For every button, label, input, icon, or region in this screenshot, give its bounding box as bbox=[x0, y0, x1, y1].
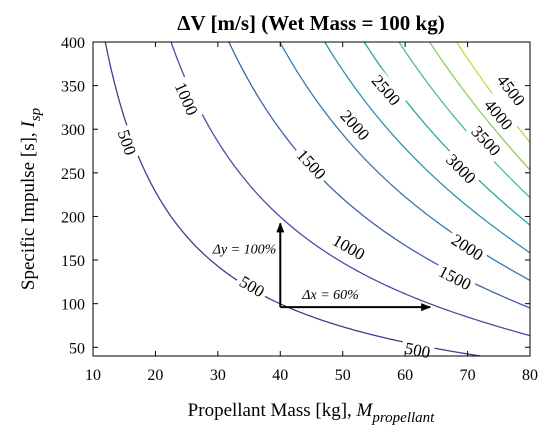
y-tick-label: 300 bbox=[61, 122, 85, 139]
contour-line-4000 bbox=[428, 42, 530, 171]
y-tick-label: 200 bbox=[61, 209, 85, 226]
contour-label-bg bbox=[290, 142, 333, 187]
y-tick-label: 50 bbox=[69, 340, 85, 357]
contour-line-2500 bbox=[323, 42, 530, 254]
contour-label-bg bbox=[233, 269, 272, 303]
contour-label-group: 500 bbox=[112, 123, 142, 161]
x-tick-label: 60 bbox=[397, 367, 413, 384]
x-axis-label: Propellant Mass [kg], Mpropellant bbox=[188, 400, 435, 426]
contour-line-500 bbox=[104, 42, 485, 356]
contour-label-bg bbox=[444, 227, 491, 267]
contour-line-4500 bbox=[455, 42, 530, 143]
x-tick-label: 10 bbox=[85, 367, 101, 384]
y-tick-label: 350 bbox=[61, 79, 85, 96]
contour-label-group: 1000 bbox=[326, 228, 372, 266]
y-tick-label: 400 bbox=[61, 35, 85, 52]
x-tick-label: 20 bbox=[147, 367, 163, 384]
y-axis-label: Specific Impulse [s], Isp bbox=[18, 107, 44, 290]
x-tick-label: 30 bbox=[210, 367, 226, 384]
contour-label-group: 1500 bbox=[432, 259, 478, 296]
contour-label-bg bbox=[333, 102, 377, 147]
plot-frame bbox=[92, 41, 531, 357]
contour-label-500: 500 bbox=[403, 339, 432, 363]
contour-label-bg bbox=[326, 228, 372, 266]
x-axis-ticks: 10 20 30 40 50 60 70 80 bbox=[85, 42, 538, 384]
y-tick-label: 100 bbox=[61, 297, 85, 314]
contour-label-1000: 1000 bbox=[171, 80, 202, 119]
contour-labels: 5005005001000100015001500200020002500300… bbox=[112, 67, 532, 363]
y-tick-label: 250 bbox=[61, 166, 85, 183]
contour-label-bg bbox=[432, 259, 478, 296]
contour-label-bg bbox=[112, 123, 142, 161]
contour-label-bg bbox=[490, 67, 532, 113]
y-tick-label: 150 bbox=[61, 253, 85, 270]
contour-label-bg bbox=[439, 146, 483, 191]
x-tick-label: 50 bbox=[335, 367, 351, 384]
chart-title: ΔV [m/s] (Wet Mass = 100 kg) bbox=[177, 11, 444, 35]
contour-label-bg bbox=[464, 118, 508, 163]
contour-label-group: 2000 bbox=[333, 102, 377, 147]
contour-line-3500 bbox=[398, 42, 530, 199]
contour-label-group: 1000 bbox=[169, 75, 204, 122]
contour-label-bg bbox=[365, 67, 408, 113]
contour-line-1000 bbox=[170, 42, 530, 337]
x-tick-label: 70 bbox=[460, 367, 476, 384]
contour-label-group: 500 bbox=[233, 269, 272, 303]
x-tick-label: 80 bbox=[522, 367, 538, 384]
dx-label: Δx = 60% bbox=[301, 288, 359, 303]
delta-annotations: Δx = 60% Δy = 100% bbox=[212, 222, 432, 312]
contour-label-group: 3000 bbox=[439, 146, 483, 191]
contour-label-group: 1500 bbox=[290, 142, 333, 187]
x-tick-label: 40 bbox=[272, 367, 288, 384]
contour-label-bg bbox=[477, 92, 520, 137]
contour-label-bg bbox=[169, 75, 204, 122]
y-axis-ticks: 50 100 150 200 250 300 350 400 bbox=[61, 35, 530, 357]
contour-label-group: 500 bbox=[399, 336, 436, 363]
dy-label: Δy = 100% bbox=[212, 242, 277, 257]
